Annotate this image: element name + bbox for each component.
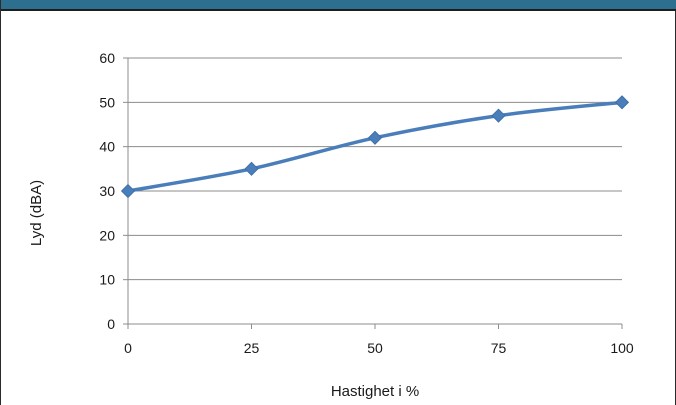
data-point-100	[614, 95, 630, 110]
header-bar	[1, 0, 676, 11]
data-point-75	[491, 108, 506, 123]
data-point-25	[244, 161, 259, 176]
y-tick-label: 30	[99, 183, 115, 199]
y-tick-label: 60	[99, 50, 115, 66]
x-tick-label: 100	[610, 340, 634, 356]
y-tick-label: 10	[99, 272, 115, 288]
x-tick-label: 0	[124, 340, 132, 356]
axes	[123, 57, 623, 329]
x-tick-labels: 0 25 50 75 100	[124, 340, 634, 356]
data-point-0	[120, 183, 136, 199]
y-tick-label: 0	[107, 316, 115, 332]
y-tick-labels: 0 10 20 30 40 50 60	[99, 50, 115, 332]
gridlines	[128, 57, 622, 281]
x-tick-label: 75	[491, 340, 507, 356]
y-axis-title: Lyd (dBA)	[28, 180, 45, 246]
y-tick-label: 40	[99, 139, 115, 155]
x-tick-label: 50	[367, 340, 383, 356]
data-point-50	[367, 130, 383, 145]
x-axis-title: Hastighet i %	[331, 383, 419, 400]
y-tick-label: 50	[99, 94, 115, 110]
x-tick-label: 25	[244, 340, 260, 356]
y-tick-label: 20	[99, 227, 115, 243]
series	[120, 95, 630, 199]
